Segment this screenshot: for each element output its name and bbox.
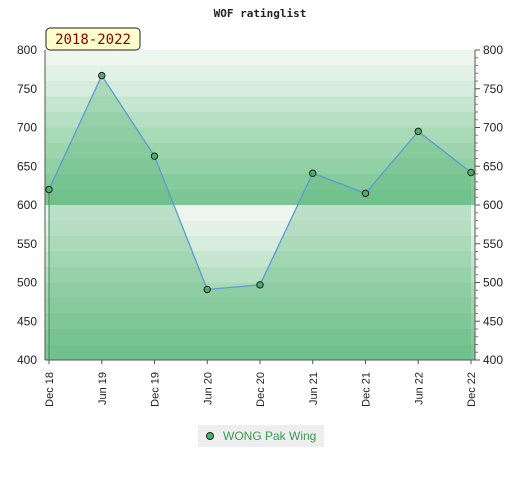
y-tick-label-right: 400 [483, 353, 503, 367]
y-tick-label-right: 650 [483, 159, 503, 173]
y-tick-label-right: 700 [483, 121, 503, 135]
y-tick-label-left: 800 [17, 43, 37, 57]
grid-band [45, 236, 475, 252]
x-tick-label: Jun 22 [413, 372, 425, 405]
data-point [150, 152, 159, 160]
y-tick-label-left: 500 [17, 276, 37, 290]
grid-band [45, 220, 475, 236]
data-points [45, 71, 475, 294]
legend-label: WONG Pak Wing [223, 429, 316, 443]
grid-band [45, 96, 475, 112]
data-point [256, 281, 264, 289]
y-tick-label-left: 600 [17, 198, 37, 212]
data-point [203, 285, 211, 294]
y-tick-label-right: 750 [483, 82, 503, 96]
y-tick-label-left: 650 [17, 159, 37, 173]
data-point [309, 169, 317, 177]
legend[interactable]: WONG Pak Wing [198, 425, 324, 447]
x-tick-label: Dec 18 [44, 372, 56, 407]
legend-marker [206, 432, 214, 440]
x-tick-label: Dec 22 [466, 372, 478, 407]
series-area [49, 75, 471, 360]
x-tick-label: Dec 21 [361, 372, 373, 407]
axes: 400 400 450 450 500 500 550 550 600 600 650 650 700 7… [17, 43, 503, 407]
grid-band [45, 112, 475, 128]
grid-band [45, 174, 475, 190]
x-tick-label: Jun 21 [308, 372, 320, 405]
grid-band [45, 81, 475, 97]
grid-band [45, 127, 475, 143]
range-label: 2018-2022 [55, 32, 131, 48]
y-tick-label-right: 450 [483, 314, 503, 328]
y-tick-label-left: 700 [17, 121, 37, 135]
grid-band [45, 158, 475, 174]
grid-band [45, 267, 475, 283]
grid-band [45, 298, 475, 314]
chart-title: WOF ratinglist [214, 7, 307, 20]
grid-band [45, 344, 475, 360]
grid-band [45, 50, 475, 66]
y-tick-label-right: 800 [483, 43, 503, 57]
y-tick-label-right: 600 [483, 198, 503, 212]
x-tick-label: Jun 19 [97, 372, 109, 405]
y-tick-label-left: 550 [17, 237, 37, 251]
data-point [98, 71, 106, 80]
grid-band [45, 329, 475, 345]
y-tick-label-left: 450 [17, 314, 37, 328]
grid-band [45, 65, 475, 81]
range-label-box: 2018-2022 [45, 27, 141, 51]
grid-band [45, 251, 475, 267]
grid-band [45, 205, 475, 221]
y-tick-label-left: 750 [17, 82, 37, 96]
x-tick-label: Jun 20 [202, 372, 214, 405]
data-point [467, 168, 475, 177]
grid-band [45, 313, 475, 329]
x-tick-label: Dec 19 [150, 372, 162, 407]
data-point [45, 185, 53, 194]
y-tick-label-right: 500 [483, 276, 503, 290]
y-tick-label-left: 400 [17, 353, 37, 367]
x-tick-label: Dec 20 [255, 372, 267, 407]
data-point [361, 189, 370, 198]
y-tick-label-right: 550 [483, 237, 503, 251]
data-point [414, 127, 422, 136]
grid-band [45, 282, 475, 298]
